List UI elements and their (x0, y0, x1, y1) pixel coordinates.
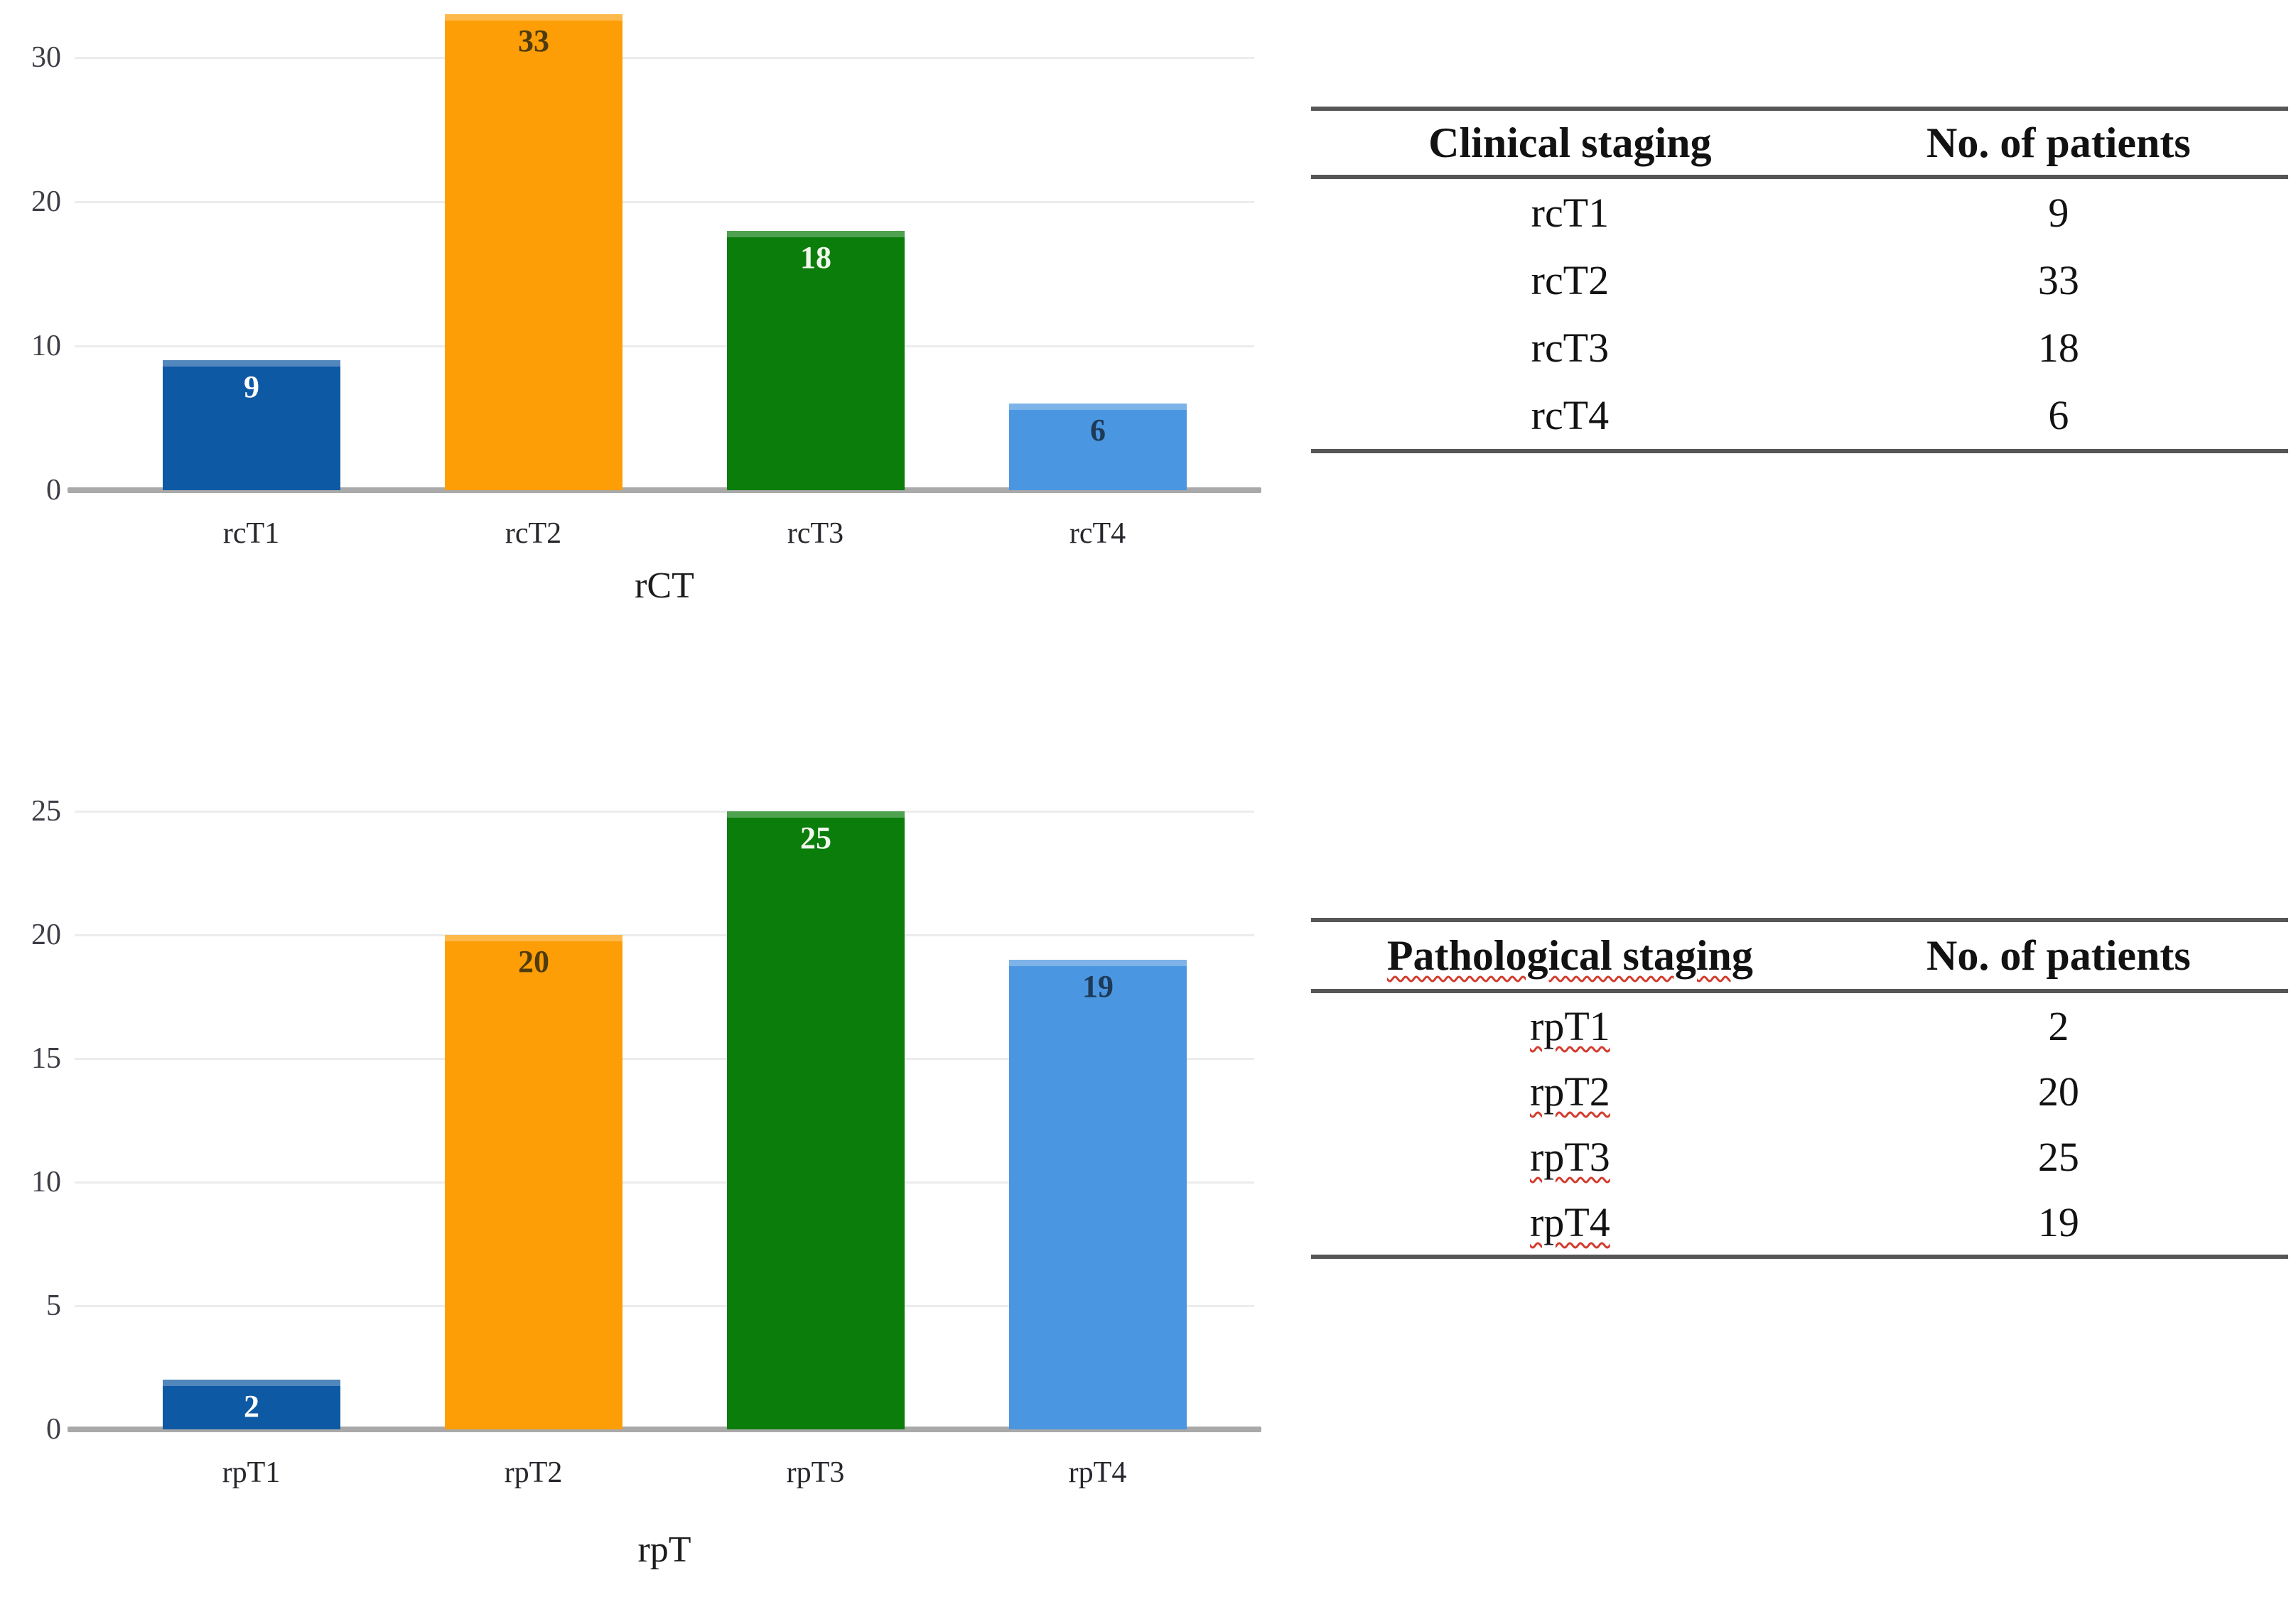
pathological-header-patients: No. of patients (1828, 920, 2288, 993)
stage-cell: rcT1 (1311, 177, 1829, 247)
stage-cell: rcT3 (1311, 314, 1829, 381)
count-cell: 19 (1829, 1189, 2288, 1257)
table-header-row: Clinical staging No. of patients (1311, 109, 2288, 179)
clinical-header-patients: No. of patients (1828, 109, 2288, 179)
table-row: rpT1 2 (1311, 991, 2288, 1059)
bar-rpT1: 2 (163, 1380, 340, 1429)
cell-text: rcT2 (1531, 257, 1610, 303)
stage-cell: rcT2 (1311, 247, 1829, 314)
cell-text-spellchecked: rpT3 (1530, 1133, 1610, 1180)
y-tick-label-30: 30 (31, 41, 61, 74)
gridline-y20 (75, 201, 1254, 203)
table-header-row: Pathological staging No. of patients (1311, 920, 2288, 993)
bar-rpT4: 19 (1009, 960, 1187, 1429)
table-row: rpT4 19 (1311, 1189, 2288, 1257)
cell-text: 9 (2048, 190, 2069, 236)
bar-rcT1: 9 (163, 360, 340, 490)
x-label-rcT1: rcT1 (222, 517, 280, 550)
count-cell: 6 (1829, 381, 2288, 451)
x-label-rpT1: rpT1 (222, 1456, 281, 1489)
y-tick-label-10: 10 (31, 1166, 61, 1198)
gridline-y25 (75, 811, 1254, 813)
gridline-y5 (75, 1305, 1254, 1307)
y-tick-label-20: 20 (31, 919, 61, 951)
clinical-header-staging: Clinical staging (1311, 109, 1829, 179)
y-tick-label-0: 0 (46, 1413, 61, 1446)
x-label-rpT3: rpT3 (786, 1456, 845, 1489)
gridline-y20 (75, 934, 1254, 936)
x-label-rcT3: rcT3 (787, 517, 844, 550)
y-tick-label-20: 20 (31, 185, 61, 218)
bar-value-rpT1: 2 (244, 1389, 259, 1424)
count-cell: 9 (1829, 177, 2288, 247)
bar-value-rcT2: 33 (518, 23, 549, 58)
bar-rpT3: 25 (727, 811, 905, 1429)
bar-value-rpT2: 20 (518, 944, 549, 979)
table-row: rpT3 25 (1311, 1124, 2288, 1189)
table-row: rpT2 20 (1311, 1059, 2288, 1124)
bar-rcT4: 6 (1009, 404, 1187, 490)
x-axis-title-rpt: rpT (637, 1530, 691, 1570)
bar-value-rcT3: 18 (800, 240, 831, 275)
cell-text: 33 (2037, 257, 2079, 303)
y-tick-label-10: 10 (31, 330, 61, 362)
cell-text-spellchecked: rpT2 (1530, 1068, 1610, 1115)
table-row: rcT3 18 (1311, 314, 2288, 381)
cell-text: 18 (2037, 325, 2079, 371)
table-row: rcT4 6 (1311, 381, 2288, 451)
gridline-y30 (75, 57, 1254, 59)
cell-text: 25 (2037, 1133, 2079, 1180)
stage-cell: rcT4 (1311, 381, 1829, 451)
pathological-header-staging: Pathological staging (1311, 920, 1829, 993)
cell-text: rcT3 (1531, 325, 1610, 371)
cell-text: rcT4 (1531, 392, 1610, 438)
stage-cell: rpT4 (1311, 1189, 1829, 1257)
header-text: No. of patients (1926, 119, 2191, 166)
bar-rpT2: 20 (445, 935, 622, 1429)
x-axis-line (68, 487, 1261, 493)
bar-value-rcT1: 9 (244, 369, 259, 404)
table-row: rcT1 9 (1311, 177, 2288, 247)
x-label-rpT4: rpT4 (1068, 1456, 1127, 1489)
gridline-y10 (75, 345, 1254, 347)
count-cell: 33 (1829, 247, 2288, 314)
x-label-rcT2: rcT2 (505, 517, 562, 550)
y-tick-label-5: 5 (46, 1289, 61, 1322)
gridline-y15 (75, 1058, 1254, 1060)
cell-text: 19 (2037, 1198, 2079, 1245)
count-cell: 18 (1829, 314, 2288, 381)
stage-cell: rpT2 (1311, 1059, 1829, 1124)
header-text-spellchecked: Pathological staging (1386, 931, 1753, 979)
bar-rcT3: 18 (727, 231, 905, 490)
x-axis-line (68, 1427, 1261, 1432)
y-tick-label-15: 15 (31, 1042, 61, 1075)
pathological-staging-table: Pathological staging No. of patients rpT… (1311, 918, 2288, 1259)
cell-text: rcT1 (1531, 190, 1610, 236)
count-cell: 25 (1829, 1124, 2288, 1189)
x-label-rcT4: rcT4 (1069, 517, 1126, 550)
x-axis-title-rct: rCT (635, 565, 694, 606)
table-row: rcT2 33 (1311, 247, 2288, 314)
cell-text-spellchecked: rpT4 (1530, 1198, 1610, 1245)
stage-cell: rpT3 (1311, 1124, 1829, 1189)
count-cell: 2 (1829, 991, 2288, 1059)
header-text: Clinical staging (1428, 119, 1712, 166)
cell-text-spellchecked: rpT1 (1530, 1002, 1610, 1049)
cell-text: 6 (2048, 392, 2069, 438)
y-tick-label-0: 0 (46, 474, 61, 507)
bar-value-rcT4: 6 (1090, 413, 1106, 448)
y-tick-label-25: 25 (31, 795, 61, 828)
gridline-y10 (75, 1181, 1254, 1184)
header-text: No. of patients (1926, 931, 2191, 979)
cell-text: 2 (2048, 1002, 2069, 1049)
cell-text: 20 (2037, 1068, 2079, 1115)
count-cell: 20 (1829, 1059, 2288, 1124)
bar-value-rpT4: 19 (1082, 969, 1114, 1004)
bar-rcT2: 33 (445, 14, 622, 490)
clinical-staging-table: Clinical staging No. of patients rcT1 9 … (1311, 107, 2288, 453)
bar-value-rpT3: 25 (800, 821, 831, 855)
stage-cell: rpT1 (1311, 991, 1829, 1059)
x-label-rpT2: rpT2 (504, 1456, 563, 1489)
